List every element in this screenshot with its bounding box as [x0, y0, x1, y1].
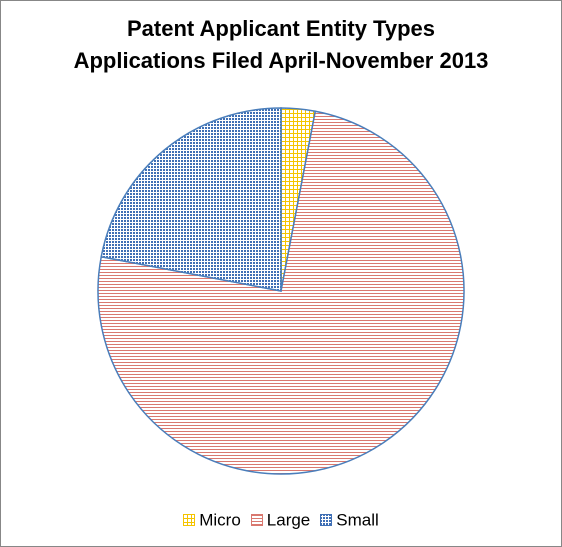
legend-swatch-small — [320, 514, 332, 526]
legend-label: Micro — [199, 511, 241, 530]
pie-slices — [98, 108, 464, 474]
legend-item-small: Small — [320, 510, 379, 531]
legend-item-large: Large — [251, 510, 310, 531]
legend: Micro Large Small — [1, 510, 561, 531]
legend-swatch-micro — [183, 514, 195, 526]
legend-swatch-large — [251, 514, 263, 526]
legend-item-micro: Micro — [183, 510, 241, 531]
legend-label: Large — [267, 511, 310, 530]
legend-label: Small — [336, 511, 379, 530]
